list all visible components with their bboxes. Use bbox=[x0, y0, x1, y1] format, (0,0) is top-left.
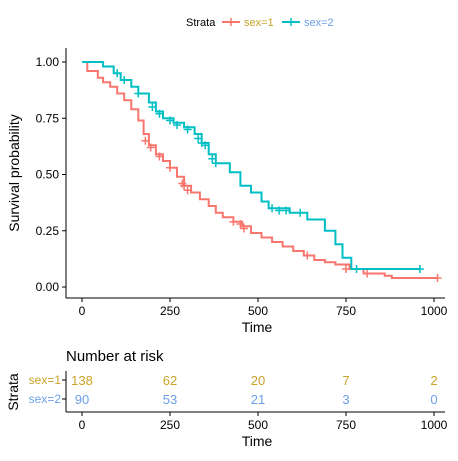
risk-count: 138 bbox=[71, 373, 93, 388]
x-tick-label: 250 bbox=[160, 304, 180, 318]
censor-mark bbox=[155, 152, 164, 161]
censor-mark bbox=[275, 206, 284, 215]
risk-row-label: sex=2 bbox=[29, 392, 62, 406]
censor-mark bbox=[282, 206, 291, 215]
legend-title: Strata bbox=[186, 17, 216, 29]
x-tick-label: 1000 bbox=[421, 304, 448, 318]
risk-count: 7 bbox=[342, 373, 349, 388]
censor-mark bbox=[352, 265, 361, 273]
risk-table-title: Number at risk bbox=[66, 348, 164, 365]
x-tick-label: 0 bbox=[79, 304, 86, 318]
y-tick-label: 0.50 bbox=[36, 168, 60, 182]
risk-rows: sex=1 138 62 20 7 2 sex=2 90 53 21 3 0 bbox=[29, 373, 438, 407]
censor-mark bbox=[303, 251, 312, 260]
censor-mark bbox=[239, 224, 248, 233]
survival-plot: 0.00 0.25 0.50 0.75 1.00 0 250 500 750 1000 Time… bbox=[6, 48, 448, 335]
risk-row-label: sex=1 bbox=[29, 373, 62, 387]
risk-x-tick-label: 500 bbox=[248, 418, 268, 432]
censor-mark bbox=[173, 121, 182, 129]
risk-count: 3 bbox=[342, 392, 349, 407]
risk-x-tick-label: 0 bbox=[79, 418, 86, 432]
risk-count: 20 bbox=[251, 373, 265, 388]
y-tick-label: 1.00 bbox=[36, 55, 60, 69]
risk-x-ticks: 0 250 500 750 1000 bbox=[79, 412, 448, 432]
risk-count: 2 bbox=[430, 373, 437, 388]
censor-mark bbox=[194, 134, 203, 143]
y-axis-label: Survival probability bbox=[6, 114, 22, 232]
censor-mark bbox=[148, 103, 157, 111]
censor-mark bbox=[141, 136, 150, 145]
censor-mark bbox=[342, 265, 350, 273]
risk-x-axis-label: Time bbox=[242, 433, 273, 449]
y-ticks: 0.00 0.25 0.50 0.75 1.00 bbox=[36, 55, 66, 294]
censor-mark bbox=[166, 116, 174, 125]
censor-mark bbox=[268, 204, 277, 213]
censor-mark bbox=[229, 217, 238, 226]
risk-count: 90 bbox=[75, 392, 89, 407]
risk-count: 53 bbox=[163, 392, 177, 407]
x-tick-label: 500 bbox=[248, 304, 268, 318]
censor-mark bbox=[363, 269, 372, 278]
censor-mark bbox=[120, 76, 129, 84]
survival-curve-sex=2 bbox=[82, 61, 420, 270]
risk-x-tick-label: 1000 bbox=[421, 418, 448, 432]
risk-x-tick-label: 750 bbox=[336, 418, 356, 432]
legend: Strata sex=1 sex=2 bbox=[186, 17, 334, 29]
censor-mark bbox=[201, 141, 210, 150]
censor-mark bbox=[415, 265, 424, 273]
legend-label-1: sex=2 bbox=[304, 17, 334, 29]
censor-mark bbox=[166, 163, 174, 172]
censor-mark bbox=[113, 69, 122, 78]
censor-mark bbox=[183, 125, 192, 134]
x-ticks: 0 250 500 750 1000 bbox=[79, 298, 448, 318]
censor-mark bbox=[433, 274, 442, 282]
y-tick-label: 0.75 bbox=[36, 111, 60, 125]
censor-mark bbox=[134, 89, 143, 98]
risk-table-strata-label: Strata bbox=[5, 373, 21, 411]
y-tick-label: 0.00 bbox=[36, 280, 60, 294]
risk-count: 62 bbox=[163, 373, 177, 388]
censor-mark bbox=[211, 159, 220, 168]
risk-count: 21 bbox=[251, 392, 265, 407]
x-tick-label: 750 bbox=[336, 304, 356, 318]
censor-mark bbox=[296, 208, 305, 217]
survival-curves bbox=[82, 61, 442, 282]
censor-mark bbox=[146, 143, 155, 152]
censor-mark bbox=[180, 181, 189, 190]
x-axis-label: Time bbox=[242, 319, 273, 335]
censor-mark bbox=[236, 220, 245, 228]
survival-curve-sex=1 bbox=[82, 61, 438, 279]
risk-x-tick-label: 250 bbox=[160, 418, 180, 432]
legend-label-0: sex=1 bbox=[244, 17, 274, 29]
censor-mark bbox=[155, 109, 164, 118]
y-tick-label: 0.25 bbox=[36, 224, 60, 238]
risk-table: Number at risk Strata sex=1 138 62 20 7 2sex=… bbox=[5, 348, 448, 449]
censor-mark bbox=[208, 154, 217, 163]
risk-count: 0 bbox=[430, 392, 437, 407]
censor-mark bbox=[183, 186, 192, 195]
